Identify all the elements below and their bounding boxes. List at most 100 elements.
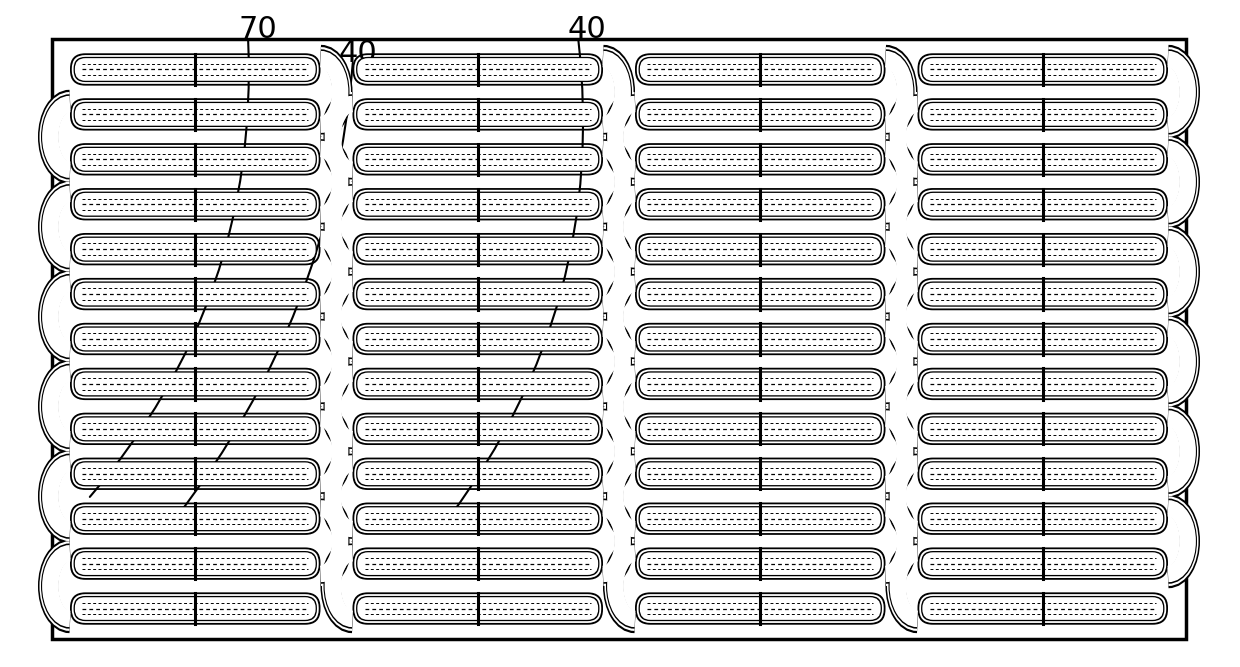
FancyBboxPatch shape	[640, 238, 880, 261]
FancyBboxPatch shape	[923, 283, 1163, 305]
FancyBboxPatch shape	[74, 418, 316, 440]
FancyBboxPatch shape	[74, 238, 316, 261]
FancyBboxPatch shape	[639, 281, 882, 307]
FancyBboxPatch shape	[918, 98, 1168, 131]
FancyBboxPatch shape	[918, 278, 1168, 310]
FancyBboxPatch shape	[639, 191, 882, 217]
FancyBboxPatch shape	[357, 552, 598, 575]
FancyBboxPatch shape	[355, 279, 601, 308]
FancyBboxPatch shape	[355, 55, 601, 84]
FancyBboxPatch shape	[640, 283, 880, 305]
FancyBboxPatch shape	[355, 325, 601, 354]
FancyBboxPatch shape	[73, 57, 317, 82]
FancyBboxPatch shape	[635, 233, 885, 265]
FancyBboxPatch shape	[640, 462, 880, 485]
FancyBboxPatch shape	[73, 416, 317, 442]
FancyBboxPatch shape	[69, 413, 320, 445]
FancyBboxPatch shape	[637, 145, 884, 173]
FancyBboxPatch shape	[919, 145, 1167, 173]
FancyBboxPatch shape	[357, 238, 598, 261]
FancyBboxPatch shape	[639, 57, 882, 82]
FancyBboxPatch shape	[639, 416, 882, 442]
FancyBboxPatch shape	[919, 594, 1167, 623]
FancyBboxPatch shape	[923, 508, 1163, 530]
FancyBboxPatch shape	[69, 233, 320, 265]
FancyBboxPatch shape	[923, 597, 1163, 620]
FancyBboxPatch shape	[352, 548, 603, 580]
FancyBboxPatch shape	[640, 373, 880, 396]
FancyBboxPatch shape	[356, 326, 599, 352]
FancyBboxPatch shape	[74, 103, 316, 125]
FancyBboxPatch shape	[921, 596, 1164, 621]
FancyBboxPatch shape	[357, 373, 598, 396]
FancyBboxPatch shape	[72, 190, 319, 219]
FancyBboxPatch shape	[637, 460, 884, 488]
FancyBboxPatch shape	[73, 596, 317, 621]
FancyBboxPatch shape	[73, 281, 317, 307]
FancyBboxPatch shape	[74, 327, 316, 350]
Text: 40: 40	[568, 15, 606, 45]
FancyBboxPatch shape	[918, 368, 1168, 400]
FancyBboxPatch shape	[919, 190, 1167, 219]
FancyBboxPatch shape	[72, 55, 319, 84]
FancyBboxPatch shape	[923, 238, 1163, 261]
FancyBboxPatch shape	[74, 193, 316, 215]
FancyBboxPatch shape	[69, 98, 320, 131]
FancyBboxPatch shape	[352, 53, 603, 85]
FancyBboxPatch shape	[640, 418, 880, 440]
FancyBboxPatch shape	[921, 102, 1164, 127]
FancyBboxPatch shape	[923, 193, 1163, 215]
FancyBboxPatch shape	[918, 233, 1168, 265]
FancyBboxPatch shape	[357, 418, 598, 440]
FancyBboxPatch shape	[923, 58, 1163, 81]
FancyBboxPatch shape	[921, 281, 1164, 307]
FancyBboxPatch shape	[637, 504, 884, 533]
FancyBboxPatch shape	[357, 508, 598, 530]
FancyBboxPatch shape	[919, 370, 1167, 398]
FancyBboxPatch shape	[72, 325, 319, 354]
FancyBboxPatch shape	[73, 461, 317, 486]
FancyBboxPatch shape	[918, 548, 1168, 580]
FancyBboxPatch shape	[355, 145, 601, 173]
FancyBboxPatch shape	[918, 143, 1168, 175]
FancyBboxPatch shape	[352, 368, 603, 400]
FancyBboxPatch shape	[352, 278, 603, 310]
FancyBboxPatch shape	[635, 323, 885, 355]
FancyBboxPatch shape	[919, 55, 1167, 84]
FancyBboxPatch shape	[357, 327, 598, 350]
FancyBboxPatch shape	[923, 103, 1163, 125]
FancyBboxPatch shape	[355, 549, 601, 578]
FancyBboxPatch shape	[352, 188, 603, 220]
FancyBboxPatch shape	[921, 551, 1164, 576]
FancyBboxPatch shape	[919, 100, 1167, 129]
FancyBboxPatch shape	[921, 372, 1164, 397]
FancyBboxPatch shape	[69, 53, 320, 85]
FancyBboxPatch shape	[352, 143, 603, 175]
FancyBboxPatch shape	[73, 326, 317, 352]
FancyBboxPatch shape	[73, 191, 317, 217]
FancyBboxPatch shape	[356, 281, 599, 307]
FancyBboxPatch shape	[923, 327, 1163, 350]
FancyBboxPatch shape	[74, 508, 316, 530]
FancyBboxPatch shape	[352, 502, 603, 535]
FancyBboxPatch shape	[637, 549, 884, 578]
FancyBboxPatch shape	[639, 506, 882, 532]
FancyBboxPatch shape	[355, 504, 601, 533]
FancyBboxPatch shape	[635, 188, 885, 220]
FancyBboxPatch shape	[72, 279, 319, 308]
FancyBboxPatch shape	[637, 100, 884, 129]
FancyBboxPatch shape	[921, 326, 1164, 352]
FancyBboxPatch shape	[921, 237, 1164, 261]
FancyBboxPatch shape	[352, 98, 603, 131]
FancyBboxPatch shape	[640, 193, 880, 215]
FancyBboxPatch shape	[918, 413, 1168, 445]
FancyBboxPatch shape	[918, 323, 1168, 355]
FancyBboxPatch shape	[921, 57, 1164, 82]
FancyBboxPatch shape	[637, 190, 884, 219]
FancyBboxPatch shape	[73, 551, 317, 576]
FancyBboxPatch shape	[923, 148, 1163, 171]
FancyBboxPatch shape	[639, 596, 882, 621]
FancyBboxPatch shape	[639, 372, 882, 397]
FancyBboxPatch shape	[69, 592, 320, 625]
FancyBboxPatch shape	[355, 460, 601, 488]
